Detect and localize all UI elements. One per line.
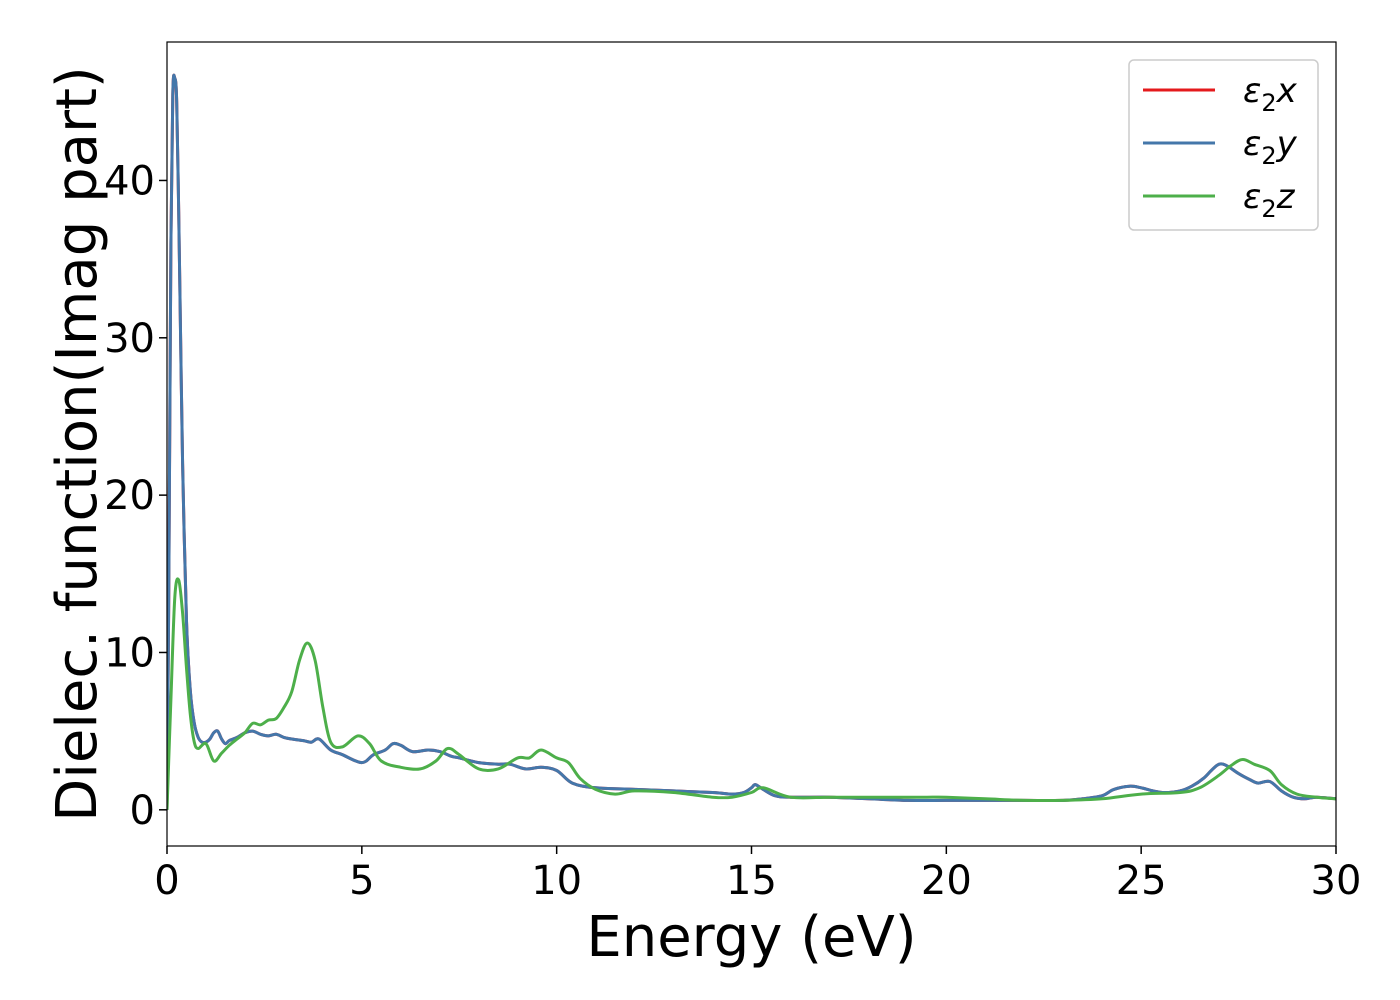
- plot-lines: [167, 73, 1336, 810]
- x-tick-label: 25: [1116, 858, 1167, 904]
- y-tick-label: 0: [130, 788, 155, 834]
- y-tick-label: 20: [104, 473, 155, 519]
- x-axis-label: Energy (eV): [586, 905, 916, 970]
- y-axis-label: Dielec. function(Imag part): [45, 66, 110, 822]
- x-tick-label: 15: [726, 858, 777, 904]
- series-line-z: [167, 577, 1336, 810]
- legend-label-x: ε2x: [1243, 71, 1298, 117]
- legend: ε2x ε2y ε2z: [1128, 59, 1319, 231]
- x-tick-label: 5: [349, 858, 374, 904]
- y-tick-label: 10: [104, 630, 155, 676]
- x-tick-label: 30: [1311, 858, 1362, 904]
- legend-label-y: ε2y: [1243, 124, 1298, 170]
- x-axis: 0 5 10 15 20 25 30: [154, 846, 1361, 904]
- y-tick-label: 40: [104, 158, 155, 204]
- x-tick-label: 10: [531, 858, 582, 904]
- y-axis: 0 10 20 30 40: [104, 158, 167, 834]
- legend-box: [1128, 59, 1319, 231]
- legend-label-z: ε2z: [1243, 177, 1296, 223]
- y-tick-label: 30: [104, 316, 155, 362]
- x-tick-label: 20: [921, 858, 972, 904]
- series-line-y: [167, 73, 1336, 810]
- x-tick-label: 0: [154, 858, 179, 904]
